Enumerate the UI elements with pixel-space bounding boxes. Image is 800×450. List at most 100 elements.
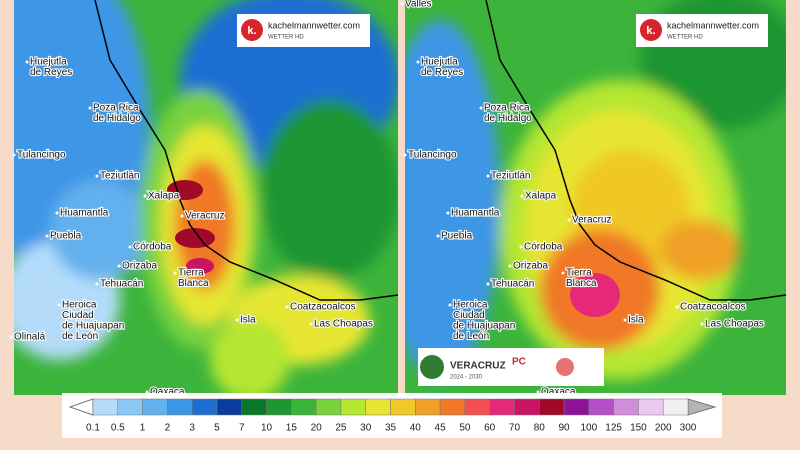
city-label: Coatzacoalcos [680, 302, 746, 313]
city-marker [128, 245, 132, 249]
city-label: Huejutla [30, 57, 67, 68]
legend-label: 35 [385, 423, 397, 434]
legend-swatch [365, 398, 391, 416]
city-label: Huejutla [421, 57, 458, 68]
legend-label: 125 [605, 423, 622, 434]
legend-label: 0.1 [86, 423, 100, 434]
city-marker [486, 282, 490, 286]
city-label: Puebla [50, 231, 82, 242]
legend-label: 45 [435, 423, 447, 434]
city-label: de León [62, 331, 98, 342]
city-label: Isla [628, 315, 644, 326]
legend-label: 5 [214, 423, 220, 434]
legend-label: 15 [286, 423, 298, 434]
legend-label: 90 [558, 423, 570, 434]
svg-text:k.: k. [247, 25, 256, 37]
city-label: Heroica [62, 300, 97, 311]
city-marker [416, 60, 420, 64]
legend-swatch [92, 398, 119, 416]
city-marker [508, 264, 512, 268]
legend-swatch [315, 398, 342, 416]
legend-swatch [340, 398, 366, 416]
legend-label: 150 [630, 423, 647, 434]
city-label: Poza Rica [484, 103, 530, 114]
logo: k. kachelmannwetter.com WETTER HD [237, 14, 370, 47]
legend-swatch [117, 398, 143, 416]
city-label: Xalapa [525, 191, 557, 202]
legend-swatch [439, 398, 466, 416]
city-label: Córdoba [524, 242, 563, 253]
legend-swatch [167, 398, 193, 416]
legend-label: 1 [140, 423, 146, 434]
city-marker [57, 303, 61, 307]
legend-label: 0.5 [111, 423, 125, 434]
city-marker [180, 214, 184, 218]
city-marker [675, 305, 679, 309]
legend-swatch [241, 398, 267, 416]
city-marker [536, 390, 540, 394]
city-marker [55, 211, 59, 215]
legend-label: 300 [680, 423, 697, 434]
city-marker [623, 318, 627, 322]
city-label: Ciudad [62, 310, 94, 321]
logo-name: kachelmannwetter.com [667, 20, 759, 30]
city-label: Valles [405, 0, 432, 10]
city-label: de Huajuapan [62, 321, 124, 332]
legend-label: 80 [534, 423, 546, 434]
city-label: Tierra [566, 268, 592, 279]
sponsor-state: VERACRUZ [450, 361, 506, 372]
city-marker [12, 153, 16, 157]
city-marker [486, 174, 490, 178]
city-marker [403, 153, 407, 157]
legend-swatch [662, 398, 689, 416]
city-label: Huamantla [60, 208, 109, 219]
legend: 0.1 0.5 1 2 3 5 7 10 15 20 25 30 35 40 45 50 60 70 80 90 100… [62, 393, 722, 438]
legend-swatch [142, 398, 168, 416]
city-label: Olinalá [14, 332, 46, 343]
city-marker [520, 194, 524, 198]
logo: k. kachelmannwetter.com WETTER HD [636, 14, 768, 47]
city-marker [309, 322, 313, 326]
city-marker [45, 234, 49, 238]
legend-swatch [539, 398, 565, 416]
sponsor-pc: PC [512, 357, 526, 368]
city-label: Blanca [178, 278, 209, 289]
legend-label: 60 [484, 423, 496, 434]
city-marker [436, 234, 440, 238]
city-marker [235, 318, 239, 322]
city-marker [567, 218, 571, 222]
legend-label: 20 [311, 423, 323, 434]
legend-swatch [613, 398, 639, 416]
logo-sub: WETTER HD [268, 35, 304, 41]
city-label: Ciudad [453, 310, 485, 321]
city-label: Tehuacán [491, 279, 534, 290]
city-marker [479, 106, 483, 110]
city-label: Blanca [566, 278, 597, 289]
city-marker [400, 2, 404, 6]
legend-swatch [191, 398, 218, 416]
logo-name: kachelmannwetter.com [268, 20, 360, 30]
legend-swatch [216, 398, 242, 416]
legend-swatch [415, 398, 441, 416]
city-label: Coatzacoalcos [290, 302, 356, 313]
city-label: Isla [240, 315, 256, 326]
city-label: Tulancingo [17, 150, 66, 161]
legend-swatch [489, 398, 515, 416]
city-label: Puebla [441, 231, 473, 242]
city-label: Teziutlán [491, 171, 530, 182]
legend-swatch [266, 398, 292, 416]
legend-label: 3 [189, 423, 195, 434]
city-label: Huamantla [451, 208, 500, 219]
city-label: Veracruz [185, 211, 224, 222]
city-label: Xalapa [148, 191, 180, 202]
city-marker [446, 211, 450, 215]
city-label: Tehuacán [100, 279, 143, 290]
legend-label: 10 [261, 423, 273, 434]
legend-swatch [514, 398, 540, 416]
legend-label: 70 [509, 423, 521, 434]
legend-swatch [390, 398, 416, 416]
legend-label: 2 [165, 423, 171, 434]
city-marker [9, 335, 13, 339]
